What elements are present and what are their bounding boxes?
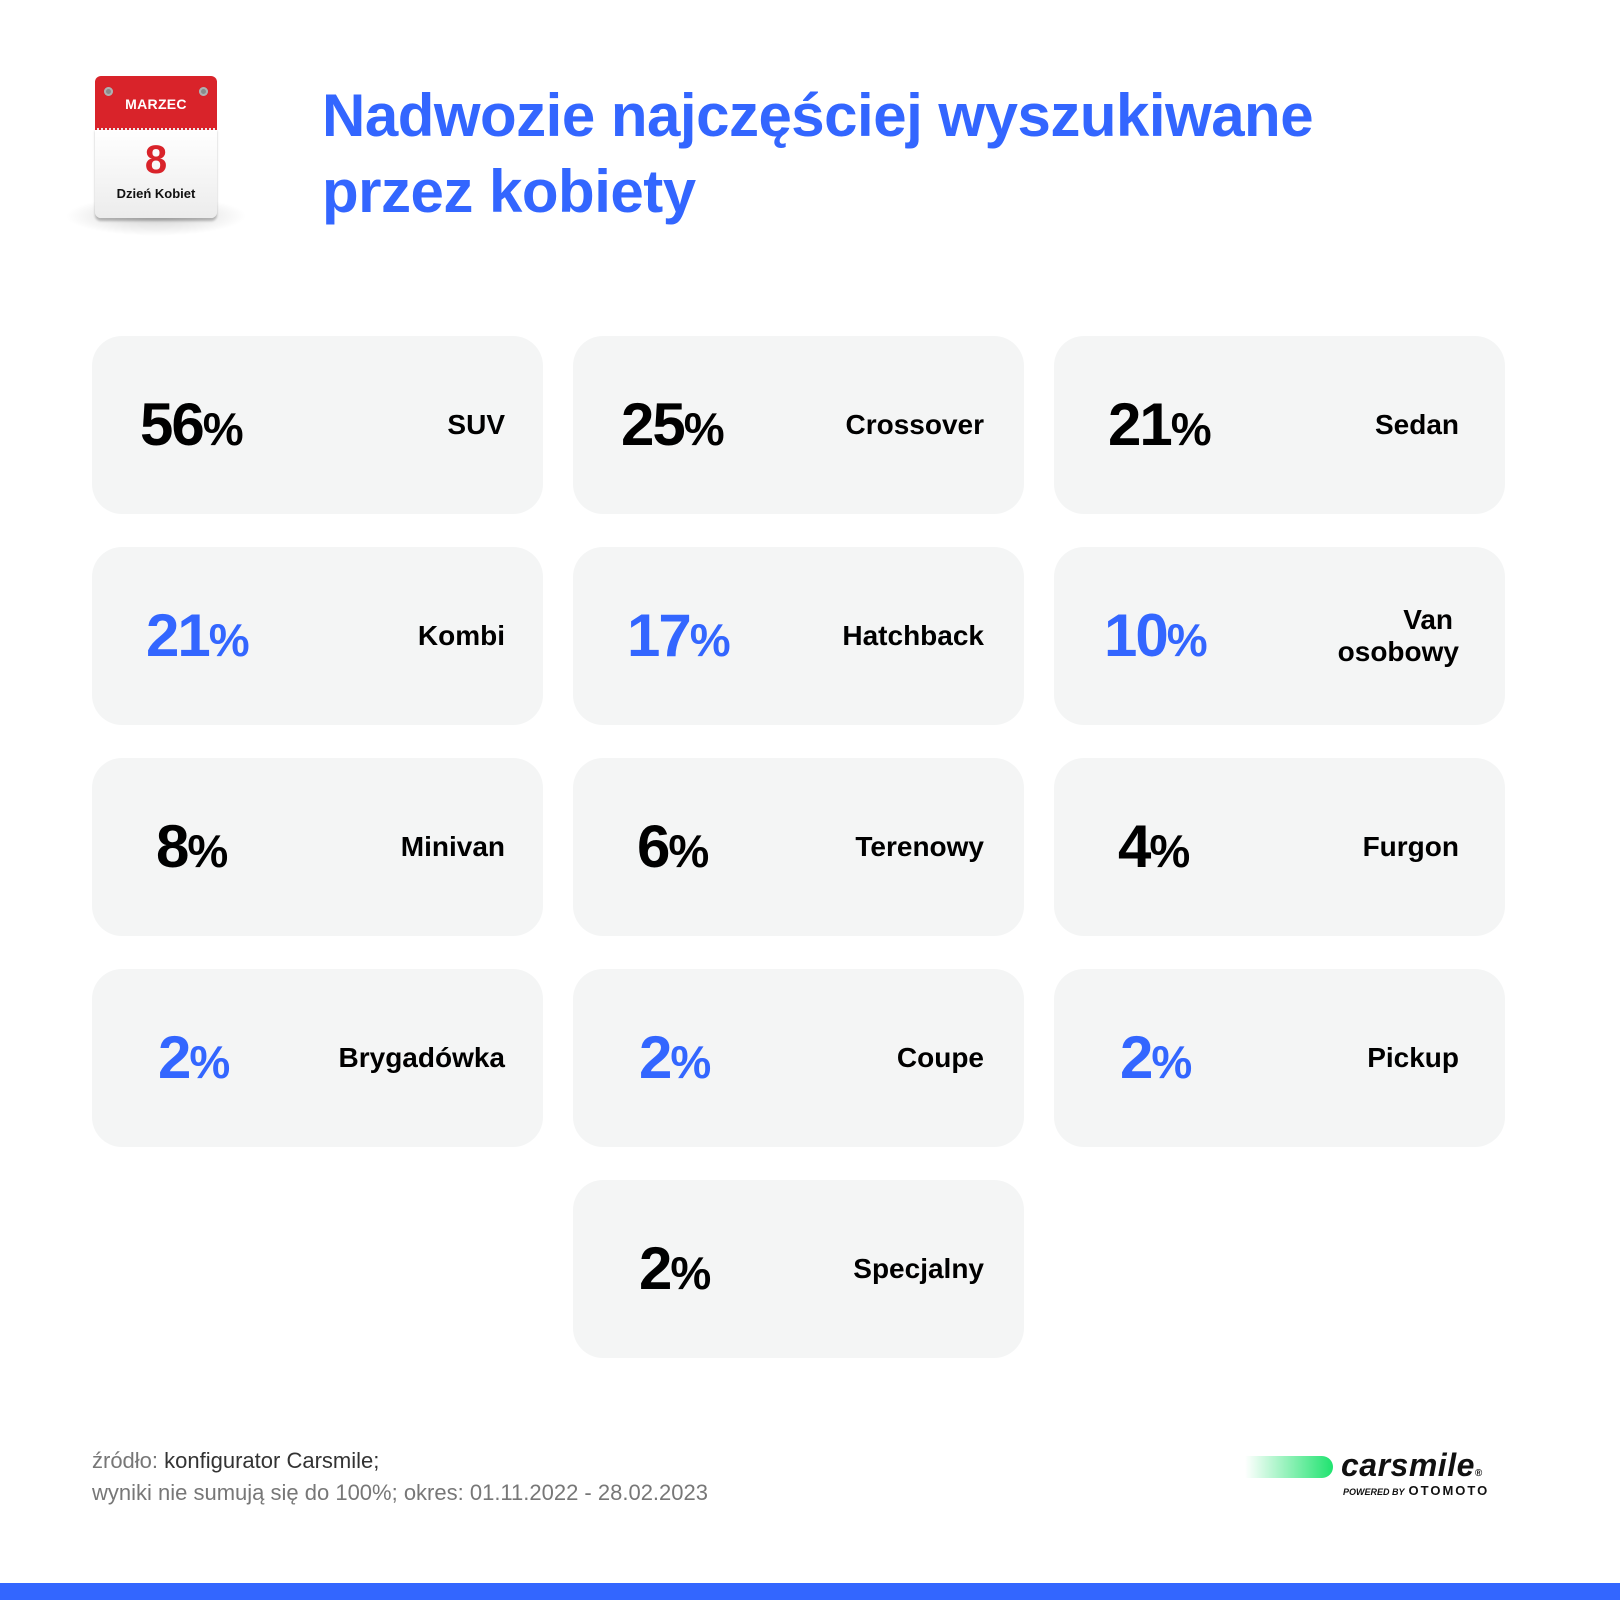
stat-label: Sedan <box>1374 409 1459 440</box>
stat-label: Brygadówka <box>338 1042 506 1073</box>
stat-value: 2% <box>1120 1024 1192 1091</box>
stat-label: Hatchback <box>842 620 984 651</box>
stat-label: Coupe <box>896 1042 984 1073</box>
stat-card-terenowy: 6% Terenowy <box>573 758 1024 936</box>
page-title: Nadwozie najczęściej wyszukiwane przez k… <box>322 78 1314 230</box>
stat-label: Furgon <box>1362 831 1459 862</box>
stat-value: 10% <box>1104 602 1208 669</box>
stat-value: 17% <box>627 602 731 669</box>
title-line-2: przez kobiety <box>322 158 696 225</box>
stat-card-coupe: 2% Coupe <box>573 969 1024 1147</box>
stat-value: 25% <box>621 391 725 458</box>
stat-card-kombi: 21% Kombi <box>92 547 543 725</box>
calendar-label: Dzień Kobiet <box>116 186 196 201</box>
source-prefix: źródło: <box>92 1448 165 1473</box>
stat-card-furgon: 4% Furgon <box>1054 758 1505 936</box>
calendar-day: 8 <box>144 138 168 182</box>
title-line-1: Nadwozie najczęściej wyszukiwane <box>322 82 1314 149</box>
stat-value: 2% <box>158 1024 230 1091</box>
stat-label: Terenowy <box>855 831 984 862</box>
source-name: konfigurator Carsmile; <box>164 1448 380 1473</box>
stat-card-brygadowka: 2% Brygadówka <box>92 969 543 1147</box>
source-note: źródło: konfigurator Carsmile; wyniki ni… <box>92 1445 708 1509</box>
stat-card-suv: 56% SUV <box>92 336 543 514</box>
period-note: wyniki nie sumują się do 100%; okres: 01… <box>92 1480 708 1505</box>
stat-value: 56% <box>140 391 244 458</box>
stat-label-line-2: osobowy <box>1337 636 1459 667</box>
stat-label: Van osobowy <box>1338 547 1459 725</box>
stat-label: Minivan <box>400 831 505 862</box>
calendar-ring-icon <box>199 87 208 96</box>
stat-card-crossover: 25% Crossover <box>573 336 1024 514</box>
calendar-ring-icon <box>104 87 113 96</box>
stat-card-specjalny: 2% Specjalny <box>573 1180 1024 1358</box>
logo-powered-by: POWERED BY OTOMOTO <box>1343 1483 1490 1498</box>
stat-value: 6% <box>637 813 709 880</box>
stat-value: 21% <box>146 602 250 669</box>
stat-value: 21% <box>1108 391 1212 458</box>
stat-card-pickup: 2% Pickup <box>1054 969 1505 1147</box>
stat-card-hatchback: 17% Hatchback <box>573 547 1024 725</box>
stat-label: Specjalny <box>853 1253 984 1284</box>
stat-value: 2% <box>639 1235 711 1302</box>
logo-wordmark: carsmile® <box>1341 1447 1483 1483</box>
stat-value: 4% <box>1118 813 1190 880</box>
stat-card-sedan: 21% Sedan <box>1054 336 1505 514</box>
logo-green-bar <box>1245 1456 1333 1478</box>
stat-card-van-osobowy: 10% Van osobowy <box>1054 547 1505 725</box>
otomoto-wordmark: OTOMOTO <box>1408 1483 1490 1498</box>
stat-label: Crossover <box>845 409 984 440</box>
calendar-body: 8 Dzień Kobiet <box>95 128 217 218</box>
calendar-header: MARZEC <box>95 76 217 128</box>
stat-label-line-1: Van <box>1403 604 1453 635</box>
calendar-month: MARZEC <box>125 96 187 112</box>
stat-value: 8% <box>156 813 228 880</box>
calendar-icon: MARZEC 8 Dzień Kobiet <box>65 76 247 236</box>
source-line: źródło: konfigurator Carsmile; <box>92 1445 708 1477</box>
stat-value: 2% <box>639 1024 711 1091</box>
stat-label: Kombi <box>417 620 505 651</box>
stat-label: SUV <box>447 409 505 440</box>
bottom-accent-bar <box>0 1583 1620 1600</box>
stat-card-minivan: 8% Minivan <box>92 758 543 936</box>
carsmile-logo: carsmile® POWERED BY OTOMOTO <box>1245 1447 1510 1501</box>
stat-label: Pickup <box>1367 1042 1459 1073</box>
